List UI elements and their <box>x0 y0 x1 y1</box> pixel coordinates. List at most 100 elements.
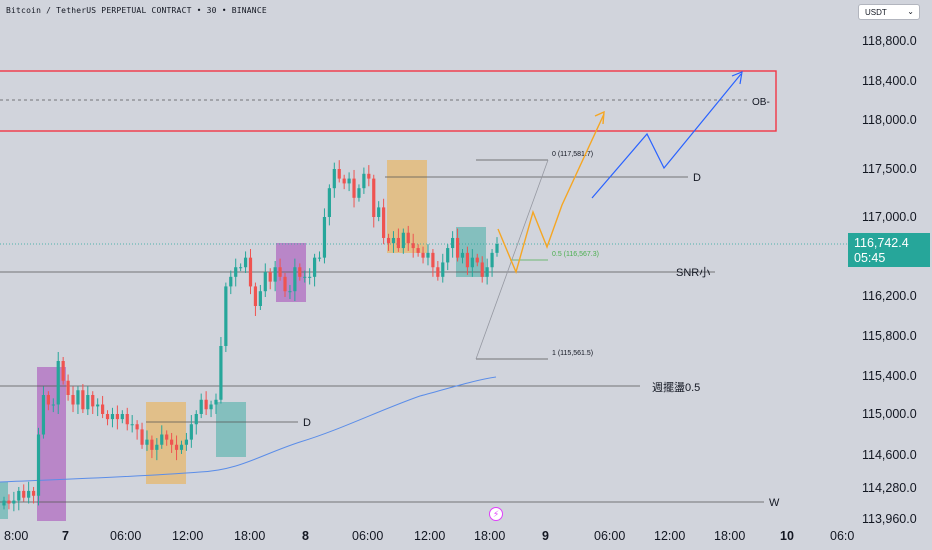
candle-body-46 <box>229 276 233 287</box>
candle-body-64 <box>317 257 322 259</box>
x-tick-label-11: 12:00 <box>654 529 685 543</box>
candle-body-58 <box>288 291 292 293</box>
lightning-icon[interactable]: ⚡ <box>489 507 503 521</box>
currency-button[interactable]: USDT ⌄ <box>858 4 920 20</box>
x-tick-label-5: 8 <box>302 529 309 543</box>
candle-body-6 <box>31 490 36 496</box>
candle-body-92 <box>455 237 460 258</box>
candle-body-28 <box>140 429 144 445</box>
candle-body-49 <box>243 257 248 268</box>
x-tick-label-13: 10 <box>780 529 794 543</box>
candle-body-91 <box>451 237 455 249</box>
candle-body-72 <box>357 188 361 198</box>
candle-body-78 <box>386 237 391 244</box>
candle-body-26 <box>130 424 134 426</box>
x-tick-label-6: 06:00 <box>352 529 383 543</box>
candle-body-21 <box>105 414 110 420</box>
y-tick-label-8: 115,000.0 <box>862 407 917 421</box>
candle-body-31 <box>155 444 159 450</box>
fib-trend-line <box>475 159 549 360</box>
candle-body-34 <box>170 439 174 445</box>
x-tick-label-7: 12:00 <box>414 529 445 543</box>
candle-body-45 <box>224 286 228 346</box>
candle-body-2 <box>12 500 16 504</box>
candle-body-90 <box>446 248 450 263</box>
candle-body-36 <box>179 444 184 450</box>
fib-level-1-label: 1 (115,561.5) <box>552 350 593 357</box>
candle-body-96 <box>475 257 479 263</box>
candle-body-100 <box>495 244 499 253</box>
candle-body-43 <box>214 399 218 405</box>
bar-countdown: 05:45 <box>854 251 886 265</box>
candle-body-75 <box>372 178 376 217</box>
candle-body-19 <box>96 404 100 407</box>
candle-body-95 <box>470 257 474 268</box>
candle-body-35 <box>174 444 179 450</box>
candle-body-44 <box>219 346 223 400</box>
y-tick-label-10: 114,280.0 <box>862 481 917 495</box>
candle-body-83 <box>411 243 415 249</box>
y-tick-label-7: 115,400.0 <box>862 369 917 383</box>
candle-body-85 <box>421 252 425 258</box>
candle-body-59 <box>293 267 297 292</box>
candle-body-47 <box>234 267 238 277</box>
candle-body-69 <box>342 178 346 184</box>
annotation-label-2: SNR小 <box>676 266 710 279</box>
last-price-label: 116,742.4 05:45 <box>848 233 930 267</box>
candle-body-71 <box>352 178 356 198</box>
x-tick-label-12: 18:00 <box>714 529 745 543</box>
candle-body-99 <box>490 252 494 268</box>
x-tick-label-4: 18:00 <box>234 529 265 543</box>
candle-body-93 <box>460 252 465 258</box>
candle-body-37 <box>184 439 189 445</box>
candle-body-16 <box>81 390 85 410</box>
annotation-label-4: D <box>303 417 311 429</box>
annotation-label-5: W <box>769 497 780 509</box>
candle-body-79 <box>391 237 396 244</box>
candle-body-12 <box>61 361 65 381</box>
candle-body-76 <box>377 207 381 217</box>
fib-level-05-label: 0.5 (116,567.3) <box>552 251 599 258</box>
blue-projection-path <box>591 73 742 199</box>
candle-body-10 <box>51 404 55 406</box>
drawing-overlay: 0 (117,581.7) 0.5 (116,567.3) 1 (115,561.5… <box>303 71 780 509</box>
zone-box-1 <box>37 367 66 521</box>
candle-body-60 <box>298 267 302 277</box>
x-tick-label-8: 18:00 <box>474 529 505 543</box>
candle-body-87 <box>431 252 435 268</box>
y-tick-label-11: 113,960.0 <box>862 512 917 526</box>
candle-body-25 <box>125 414 129 425</box>
zone-box-3 <box>216 402 246 457</box>
x-tick-label-2: 06:00 <box>110 529 141 543</box>
y-tick-label-6: 115,800.0 <box>862 329 917 343</box>
candle-body-52 <box>258 291 262 306</box>
ob-zone-box <box>0 70 777 132</box>
candle-body-39 <box>194 414 198 425</box>
candle-body-0 <box>2 500 6 506</box>
candle-body-24 <box>120 414 124 420</box>
blue-arrowhead <box>731 71 743 85</box>
orange-arrowhead <box>594 110 605 125</box>
candle-body-81 <box>401 232 405 249</box>
horizontal-levels <box>0 70 848 503</box>
candle-body-33 <box>165 434 169 440</box>
time-axis[interactable]: 8:00 7 06:00 12:00 18:00 8 06:00 12:00 18:00 9 06:… <box>4 529 854 543</box>
y-tick-label-9: 114,600.0 <box>862 448 917 462</box>
candle-body-77 <box>382 207 386 238</box>
symbol-title: Bitcoin / TetherUS PERPETUAL CONTRACT • … <box>6 6 267 15</box>
candle-body-54 <box>268 272 272 282</box>
candle-body-82 <box>406 232 410 244</box>
candle-body-32 <box>160 434 164 445</box>
candle-body-67 <box>332 169 336 189</box>
candle-body-14 <box>71 395 75 405</box>
candle-body-50 <box>248 257 253 287</box>
price-axis[interactable]: 118,800.0 118,400.0 118,000.0 117,500.0 117,… <box>862 34 917 526</box>
y-tick-label-3: 117,500.0 <box>862 162 917 176</box>
fib-level-0-label: 0 (117,581.7) <box>552 151 593 158</box>
annotation-label-1: D <box>693 172 701 184</box>
candle-body-84 <box>416 248 420 253</box>
candle-body-80 <box>396 237 400 249</box>
y-tick-label-1: 118,400.0 <box>862 74 917 88</box>
x-tick-label-9: 9 <box>542 529 549 543</box>
